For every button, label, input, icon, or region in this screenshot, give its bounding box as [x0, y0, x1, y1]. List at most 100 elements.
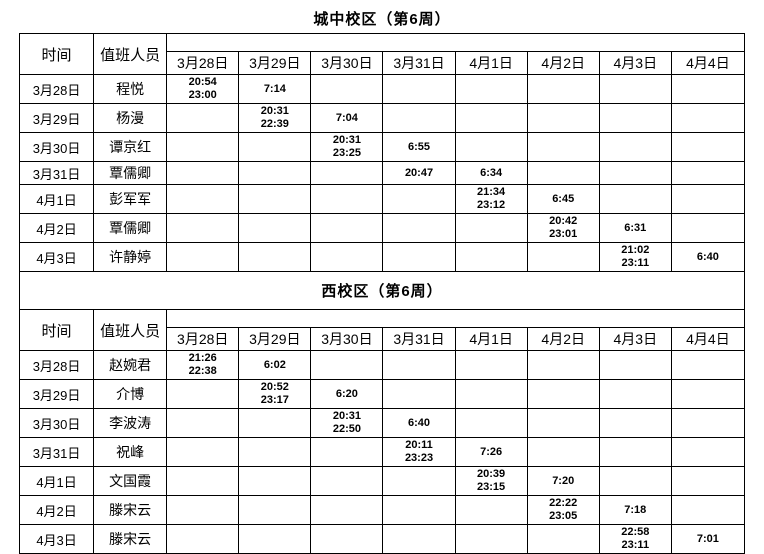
time-cell: [670, 161, 746, 185]
duty-schedule-page: 城中校区（第6周） 时间 值班人员 3月28日 3月29日 3月30日 3月31日 4月1日…: [18, 11, 746, 554]
time-cell: 6:55: [382, 132, 456, 162]
row-date: 3月30日: [18, 132, 95, 162]
time-cell: 20:11 23:23: [382, 437, 456, 467]
time-cell: [526, 524, 600, 554]
time-cell: [238, 495, 312, 525]
staff-column-header: 值班人员: [93, 33, 168, 75]
time-cell: 6:31: [598, 213, 672, 243]
time-cell: 21:26 22:38: [166, 350, 240, 380]
time-cell: [454, 132, 528, 162]
time-cell: [670, 74, 746, 104]
header-row: 时间 值班人员: [18, 33, 745, 75]
time-cell: [382, 350, 456, 380]
time-cell: [382, 495, 456, 525]
time-cell: [598, 132, 672, 162]
header-row: 时间 值班人员: [18, 309, 745, 351]
staff-name: 杨漫: [93, 103, 168, 133]
time-cell: [598, 103, 672, 133]
staff-name: 程悦: [93, 74, 168, 104]
row-date: 3月31日: [18, 161, 95, 185]
date-header: 3月29日: [238, 51, 312, 75]
time-cell: [598, 161, 672, 185]
date-header-row: 3月28日 3月29日 3月30日 3月31日 4月1日 4月2日 4月3日 4月4日: [20, 327, 746, 351]
row-date: 4月1日: [18, 184, 95, 214]
time-cell: [670, 437, 746, 467]
row-date: 4月2日: [18, 495, 95, 525]
staff-name: 滕宋云: [93, 524, 168, 554]
time-cell: 20:42 23:01: [526, 213, 600, 243]
row-date: 3月28日: [18, 350, 95, 380]
row-date: 4月3日: [18, 524, 95, 554]
time-cell: [238, 161, 312, 185]
row-date: 3月30日: [18, 408, 95, 438]
time-cell: [382, 242, 456, 272]
time-cell: 20:54 23:00: [166, 74, 240, 104]
time-cell: [670, 466, 746, 496]
time-cell: 7:14: [238, 74, 312, 104]
time-cell: [382, 74, 456, 104]
time-cell: [598, 184, 672, 214]
time-cell: [310, 495, 384, 525]
staff-name: 覃儒卿: [93, 213, 168, 243]
time-cell: [598, 74, 672, 104]
time-cell: [454, 408, 528, 438]
staff-name: 介博: [93, 379, 168, 409]
time-cell: 21:34 23:12: [454, 184, 528, 214]
date-header-row: 3月28日 3月29日 3月30日 3月31日 4月1日 4月2日 4月3日 4月4日: [20, 51, 746, 75]
time-cell: 22:58 23:11: [598, 524, 672, 554]
campus-title-row: 西校区（第6周）: [19, 271, 745, 310]
time-cell: [166, 161, 240, 185]
time-cell: [670, 408, 746, 438]
duty-row: 4月2日 覃儒卿 20:42 23:01 6:31: [18, 213, 746, 243]
time-cell: 6:40: [382, 408, 456, 438]
time-cell: [166, 524, 240, 554]
time-cell: [166, 242, 240, 272]
time-cell: [454, 495, 528, 525]
time-cell: [526, 161, 600, 185]
date-header: 4月2日: [526, 51, 600, 75]
time-cell: [382, 379, 456, 409]
time-cell: [526, 132, 600, 162]
staff-name: 祝峰: [93, 437, 168, 467]
date-header: 3月30日: [310, 51, 384, 75]
duty-row: 3月31日 祝峰 20:11 23:23 7:26: [18, 437, 746, 467]
time-cell: 20:39 23:15: [454, 466, 528, 496]
time-cell: [454, 213, 528, 243]
time-cell: [310, 184, 384, 214]
duty-row: 4月3日 滕宋云 22:58 23:11 7:01: [18, 524, 746, 554]
time-cell: [670, 213, 746, 243]
date-header: 4月2日: [526, 327, 600, 351]
time-cell: 7:26: [454, 437, 528, 467]
time-cell: [382, 466, 456, 496]
time-cell: [310, 242, 384, 272]
campus-title-1: 城中校区（第6周）: [313, 11, 451, 28]
time-cell: [670, 350, 746, 380]
time-cell: 20:52 23:17: [238, 379, 312, 409]
time-cell: [166, 495, 240, 525]
row-date: 4月1日: [18, 466, 95, 496]
time-cell: 6:40: [670, 242, 746, 272]
date-header: 3月29日: [238, 327, 312, 351]
time-cell: [670, 132, 746, 162]
row-date: 4月3日: [18, 242, 95, 272]
time-cell: [166, 408, 240, 438]
time-cell: [238, 213, 312, 243]
time-cell: [238, 437, 312, 467]
time-cell: [382, 524, 456, 554]
time-cell: [166, 103, 240, 133]
time-cell: 6:34: [454, 161, 528, 185]
time-cell: [454, 74, 528, 104]
time-cell: 21:02 23:11: [598, 242, 672, 272]
time-cell: [526, 350, 600, 380]
time-cell: [238, 408, 312, 438]
time-cell: 7:20: [526, 466, 600, 496]
date-header: 3月31日: [382, 51, 456, 75]
duty-row: 3月31日 覃儒卿 20:47 6:34: [18, 161, 746, 185]
time-cell: [238, 132, 312, 162]
time-cell: [166, 184, 240, 214]
time-cell: [454, 350, 528, 380]
row-date: 3月29日: [18, 379, 95, 409]
campus-title-2: 西校区（第6周）: [19, 271, 745, 310]
time-cell: [166, 379, 240, 409]
date-header: 3月31日: [382, 327, 456, 351]
